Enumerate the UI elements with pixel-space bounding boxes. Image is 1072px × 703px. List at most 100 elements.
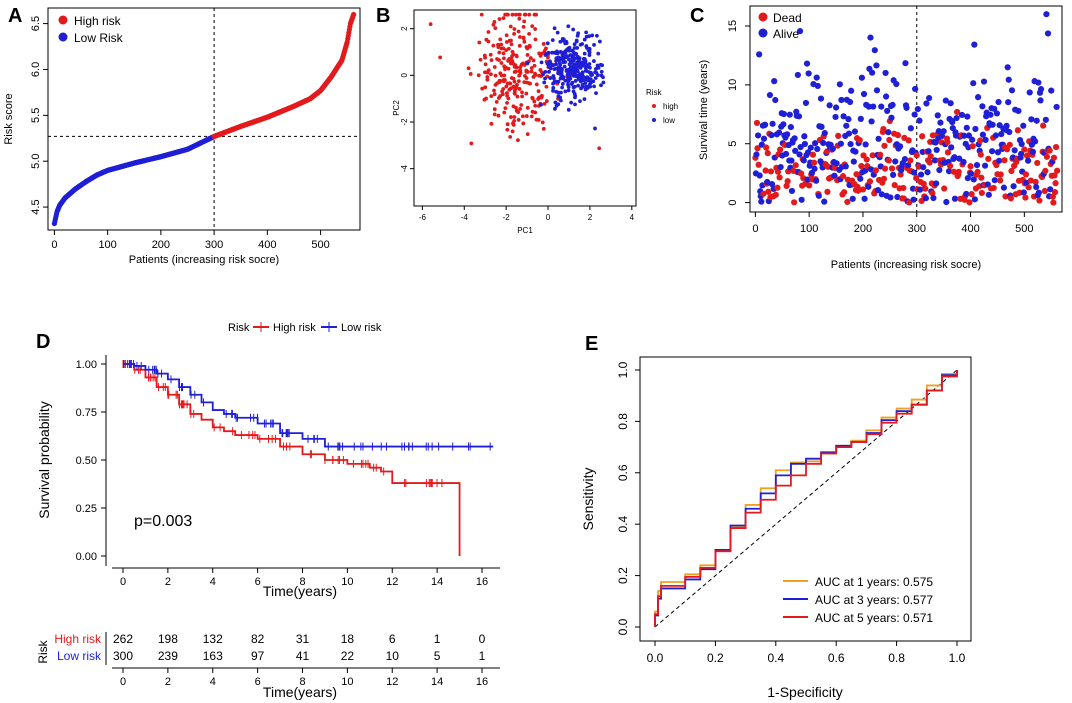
panel-b-point-low: [553, 66, 558, 71]
panel-b-point-low: [587, 82, 592, 87]
panel-c-point-dead: [1040, 122, 1047, 129]
panel-b-point-low: [593, 76, 598, 80]
panel-c-point-dead: [765, 188, 772, 195]
panel-c-point-alive: [768, 132, 775, 139]
panel-c-point-alive: [860, 90, 868, 98]
panel-c-point-dead: [791, 199, 798, 206]
panel-c-legend-alive: Alive: [773, 27, 799, 41]
panel-c-point-dead: [913, 175, 920, 182]
panel-b-point-low: [545, 41, 550, 46]
panel-b-point-low: [554, 103, 559, 108]
panel-c-point-alive: [787, 124, 794, 131]
panel-b-xtick-label: 2: [588, 213, 593, 222]
panel-b-point-high: [501, 78, 506, 82]
panel-c-point-alive: [887, 194, 894, 201]
panel-a-ytick-label: 5.0: [30, 154, 42, 169]
panel-c-point-alive: [878, 191, 885, 198]
panel-c-point-alive: [818, 123, 825, 130]
panel-b-point-low: [565, 54, 570, 59]
panel-c-point-alive: [780, 121, 787, 128]
panel-b-point-high: [509, 76, 514, 80]
panel-c-point-alive: [882, 69, 889, 77]
panel-b-point-high: [505, 81, 510, 86]
panel-c-point-alive: [925, 148, 932, 155]
panel-b-point-low: [573, 56, 578, 61]
panel-c-point-dead: [927, 153, 934, 160]
panel-b-point-high: [524, 114, 529, 118]
panel-b-point-high: [516, 138, 520, 143]
panel-c-point-alive: [988, 148, 996, 155]
panel-c-point-alive: [1043, 11, 1050, 18]
panel-b-point-low: [580, 70, 585, 75]
panel-c-point-alive: [924, 169, 931, 176]
panel-c-point-alive: [940, 128, 947, 135]
panel-c-point-alive: [973, 161, 981, 169]
panel-b-point-high: [533, 37, 538, 42]
risk-table-count-high: 198: [158, 632, 178, 646]
panel-c-point-dead: [809, 151, 817, 158]
panel-e-frame: [639, 356, 972, 642]
panel-c-point-alive: [971, 41, 978, 48]
panel-c-point-alive: [1026, 89, 1033, 96]
panel-c-point-alive: [934, 112, 941, 119]
panel-b-point-high: [502, 56, 506, 61]
panel-b-point-high: [544, 84, 549, 89]
risk-table-xtick-label: 14: [431, 676, 443, 688]
panel-c-point-dead: [997, 177, 1004, 184]
panel-b-point-low: [548, 59, 552, 64]
panel-c-point-alive: [865, 183, 872, 190]
panel-b-point-high: [536, 89, 541, 94]
panel-c-point-alive: [811, 140, 819, 147]
panel-c-xtick-label: 300: [908, 223, 926, 235]
panel-c-point-alive: [847, 140, 854, 148]
panel-c-point-dead: [1042, 167, 1049, 174]
panel-c-point-alive: [971, 196, 978, 203]
panel-c-point-alive: [782, 150, 790, 158]
panel-b-point-low: [575, 74, 579, 79]
panel-c-point-alive: [930, 194, 937, 202]
panel-b-point-low: [559, 71, 564, 76]
panel-a-xtick-label: 500: [311, 239, 329, 251]
panel-b-point-high: [533, 27, 538, 31]
panel-b-point-high: [469, 141, 474, 146]
panel-b-point-high: [530, 96, 535, 101]
panel-b-point-high: [512, 32, 516, 36]
panel-b-point-high: [499, 61, 504, 65]
panel-c-point-alive: [1011, 147, 1018, 154]
panel-b-point-low: [599, 69, 604, 74]
panel-c-point-alive: [995, 98, 1002, 106]
panel-b-point-high: [484, 37, 489, 42]
panel-c-point-alive: [933, 146, 940, 154]
panel-c-point-alive: [1029, 148, 1037, 155]
panel-b-point-high: [511, 123, 516, 127]
panel-c-point-dead: [922, 185, 929, 192]
panel-b-point-high: [505, 12, 509, 17]
panel-b-point-high: [536, 97, 541, 101]
panel-b-point-high: [504, 84, 509, 89]
panel-c-point-dead: [969, 143, 976, 150]
panel-c-point-alive: [771, 78, 778, 85]
panel-b-point-low: [572, 84, 577, 89]
panel-b-point-low: [582, 37, 587, 42]
panel-c-point-dead: [978, 174, 985, 181]
panel-c-point-alive: [797, 143, 804, 151]
panel-e-xtick-label: 0.8: [888, 651, 905, 665]
panel-e-ytick-label: 0.4: [616, 516, 630, 533]
panel-b-point-low: [544, 52, 549, 56]
panel-b-xtick-label: -6: [419, 213, 427, 222]
risk-table-count-high: 0: [479, 632, 486, 646]
panel-b-point-high: [506, 46, 511, 51]
panel-b-point-high: [517, 43, 522, 48]
panel-b-xtick-label: 4: [630, 213, 635, 222]
panel-b-point-high: [507, 87, 512, 92]
panel-c-point-alive: [772, 96, 779, 104]
panel-b-point-high: [525, 105, 530, 110]
panel-b-point-low: [547, 69, 551, 74]
panel-b-point-low: [566, 107, 571, 112]
panel-b-point-low: [582, 51, 587, 56]
panel-c-point-alive: [858, 74, 865, 81]
panel-b-point-low: [592, 84, 596, 89]
panel-b-point-low: [543, 76, 547, 81]
panel-c-point-alive: [1037, 97, 1044, 104]
